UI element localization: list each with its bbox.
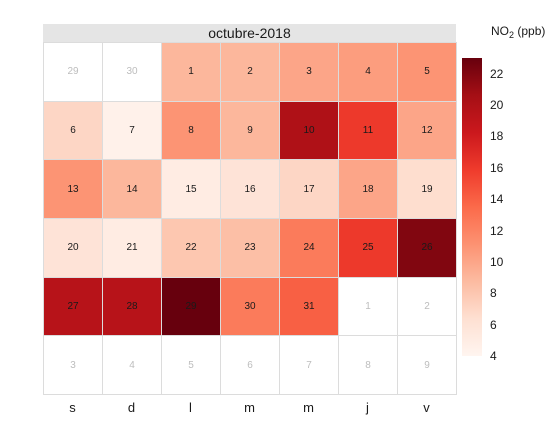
legend-title-unit: (ppb) — [517, 24, 546, 38]
calendar-day-cell: 27 — [43, 276, 103, 337]
calendar-day-cell: 28 — [102, 276, 162, 337]
legend-tick-label: 6 — [490, 317, 497, 332]
legend-tick-label: 18 — [490, 129, 504, 144]
calendar-day-cell: 20 — [43, 218, 103, 278]
calendar-day-cell: 18 — [338, 159, 398, 219]
weekday-label: d — [127, 400, 136, 415]
legend-tick-label: 4 — [490, 349, 497, 363]
calendar-day-cell: 31 — [279, 276, 339, 337]
calendar-day-cell: 17 — [279, 159, 339, 219]
legend-tick-label: 14 — [490, 192, 504, 207]
calendar-day-cell: 16 — [220, 159, 280, 219]
legend-tick-label: 8 — [490, 286, 497, 301]
calendar-day-cell: 30 — [102, 42, 162, 102]
calendar-month-title: octubre-2018 — [43, 24, 456, 42]
calendar-day-cell: 3 — [279, 42, 339, 102]
calendar-day-cell: 2 — [220, 42, 280, 102]
calendar-day-cell: 19 — [397, 159, 457, 219]
calendar-heatmap-grid: 29 30 1 2 3 4 5 6 7 8 9 10 11 12 13 14 15 16 17 18 19 20 21 22 2… — [43, 42, 457, 395]
calendar-day-cell: 4 — [102, 335, 162, 395]
weekday-label: m — [303, 400, 314, 415]
calendar-day-cell: 29 — [161, 276, 221, 337]
legend-tick-labels: 4 6 8 10 12 14 16 18 20 22 — [490, 58, 540, 362]
legend-tick-label: 12 — [490, 223, 504, 238]
calendar-day-cell: 12 — [397, 100, 457, 161]
calendar-day-cell: 5 — [397, 42, 457, 102]
calendar-day-cell: 9 — [220, 100, 280, 161]
calendar-day-cell: 8 — [338, 335, 398, 395]
weekday-label: l — [189, 400, 192, 415]
calendar-day-cell: 2 — [397, 276, 457, 337]
legend-tick-label: 20 — [490, 98, 504, 113]
calendar-day-cell: 11 — [338, 100, 398, 161]
calendar-day-cell: 1 — [338, 276, 398, 337]
calendar-day-cell: 5 — [161, 335, 221, 395]
calendar-day-cell: 26 — [397, 218, 457, 278]
weekday-label: j — [366, 400, 369, 415]
weekday-label: s — [69, 400, 76, 415]
calendar-day-cell: 29 — [43, 42, 103, 102]
calendar-day-cell: 30 — [220, 276, 280, 337]
calendar-day-cell: 7 — [102, 100, 162, 161]
calendar-day-cell: 7 — [279, 335, 339, 395]
calendar-day-cell: 9 — [397, 335, 457, 395]
calendar-day-cell: 10 — [279, 100, 339, 161]
calendar-day-cell: 4 — [338, 42, 398, 102]
calendar-day-cell: 25 — [338, 218, 398, 278]
calendar-day-cell: 6 — [220, 335, 280, 395]
legend-title-subscript: 2 — [509, 30, 515, 40]
calendar-day-cell: 14 — [102, 159, 162, 219]
legend-color-bar — [462, 58, 482, 356]
legend-tick-label: 16 — [490, 160, 504, 175]
legend-tick-label: 10 — [490, 254, 504, 269]
calendar-day-cell: 22 — [161, 218, 221, 278]
calendar-day-cell: 24 — [279, 218, 339, 278]
weekday-label: m — [244, 400, 255, 415]
calendar-day-cell: 23 — [220, 218, 280, 278]
calendar-day-cell: 6 — [43, 100, 103, 161]
calendar-day-cell: 13 — [43, 159, 103, 219]
calendar-day-cell: 21 — [102, 218, 162, 278]
calendar-day-cell: 3 — [43, 335, 103, 395]
calendar-day-cell: 8 — [161, 100, 221, 161]
weekday-label: v — [423, 400, 430, 415]
calendar-day-cell: 15 — [161, 159, 221, 219]
legend-tick-label: 22 — [490, 66, 504, 81]
legend-title-main: NO — [491, 24, 509, 38]
legend-title: NO2 (ppb) — [491, 24, 545, 40]
calendar-day-cell: 1 — [161, 42, 221, 102]
